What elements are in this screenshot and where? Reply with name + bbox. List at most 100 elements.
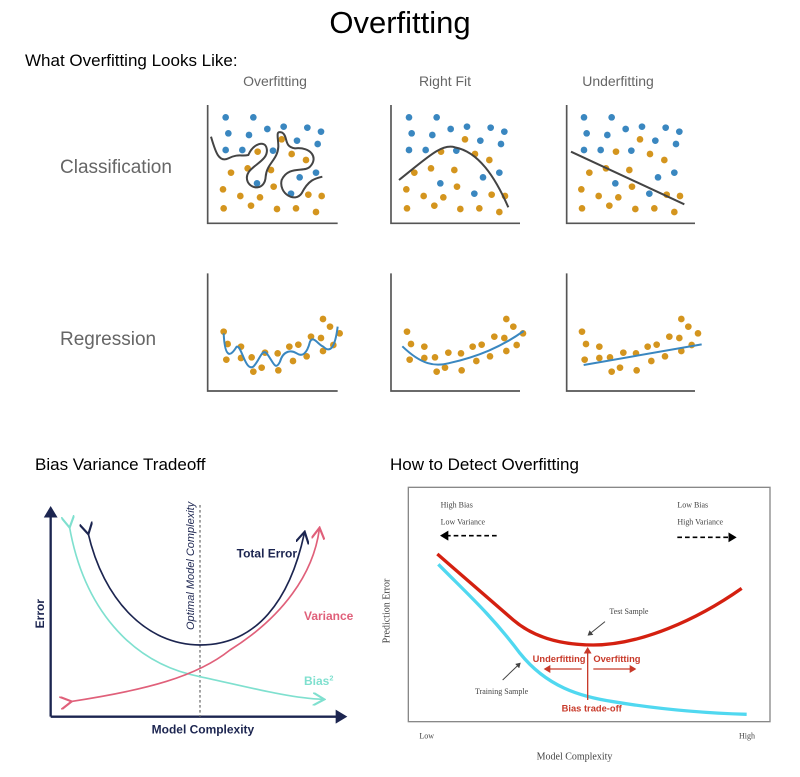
class-b-point (427, 164, 435, 172)
regression-point (486, 352, 494, 360)
regression-point (458, 366, 465, 374)
class-a-point (651, 137, 659, 144)
class-b-point (660, 156, 668, 164)
regression-point (647, 357, 655, 365)
classification-panels (206, 104, 695, 225)
class-b-point (614, 193, 622, 201)
regression-point (578, 328, 586, 335)
class-a-point (293, 137, 301, 144)
class-b-point (288, 150, 295, 158)
class-a-point (314, 140, 321, 148)
regression-point (490, 333, 498, 340)
regression-point (274, 366, 282, 374)
class-a-point (622, 125, 629, 133)
regression-point (478, 341, 485, 348)
regression-point (653, 341, 660, 348)
class-a-point (269, 147, 277, 154)
class-a-point (611, 179, 619, 187)
training-sample-pointer (502, 662, 521, 681)
class-a-point (222, 146, 229, 154)
test-sample-pointer (587, 621, 606, 636)
class-b-point (670, 208, 678, 216)
class-a-point (263, 125, 271, 133)
regression-point (616, 364, 624, 371)
looks-like-heading: What Overfitting Looks Like: (25, 51, 238, 70)
class-b-point (267, 166, 275, 174)
overfit-regression-curve (222, 326, 339, 369)
class-a-point (645, 190, 653, 197)
underfitting-label: Underfitting (533, 654, 586, 664)
regression-point (403, 328, 411, 335)
class-b-point (453, 183, 461, 190)
class-b-point (631, 205, 639, 213)
regression-point (431, 353, 439, 361)
class-a-point (249, 113, 257, 121)
class-a-point (583, 129, 590, 137)
regression-point (249, 368, 257, 375)
class-a-point (317, 128, 325, 135)
bias-variance-heading: Bias Variance Tradeoff (35, 455, 206, 474)
class-a-point (470, 190, 478, 197)
class-a-point (405, 146, 413, 154)
y-axis-label: Prediction Error (381, 578, 392, 643)
regression-point (303, 352, 310, 360)
class-b-point (236, 192, 244, 200)
regression-point (675, 334, 683, 342)
regression-panels (206, 273, 702, 392)
class-b-point (578, 204, 586, 212)
class-a-point (675, 128, 683, 135)
regression-point (224, 340, 231, 348)
bias-label: Bias2 (304, 673, 333, 688)
regression-point (595, 354, 603, 362)
class-a-point (253, 179, 261, 187)
regression-point (633, 366, 640, 374)
axes-overfitting (206, 104, 338, 225)
regression-point (248, 353, 255, 361)
regression-point (469, 343, 476, 350)
regression-point (407, 340, 415, 348)
class-b-point (402, 185, 410, 193)
axes-right-fit (390, 104, 520, 225)
regression-point (406, 356, 413, 363)
y-axis-label: Error (33, 599, 47, 629)
class-a-point (447, 125, 454, 133)
total-error-curve (88, 533, 304, 646)
class-a-point (422, 146, 429, 154)
regression-point (285, 343, 293, 350)
total-error-label: Total Error (237, 547, 298, 561)
variance-curve (70, 529, 319, 701)
class-a-point (580, 146, 588, 154)
column-label-right-fit: Right Fit (419, 73, 471, 89)
regression-point (665, 333, 673, 340)
column-label-underfitting: Underfitting (582, 73, 654, 89)
regression-point (513, 341, 520, 349)
class-b-point (646, 150, 654, 158)
overfitting-label: Overfitting (593, 654, 640, 664)
class-a-point (487, 124, 494, 131)
class-b-point (605, 202, 613, 209)
regression-point (581, 356, 588, 363)
axes-underfitting (565, 104, 695, 225)
class-a-point (479, 173, 487, 181)
class-b-point (247, 202, 255, 209)
class-a-point (296, 173, 303, 181)
class-b-point (304, 191, 312, 198)
axes-right-fit (390, 273, 520, 392)
detect-diagram: High Bias Low Variance Low Bias High Var… (381, 486, 771, 762)
regression-point (502, 347, 510, 355)
class-b-point (318, 192, 325, 200)
x-axis-label: Model Complexity (152, 722, 255, 736)
low-variance-label: Low Variance (441, 517, 486, 526)
regression-point (319, 347, 327, 355)
class-a-point (312, 169, 320, 176)
class-a-point (638, 123, 646, 130)
class-a-point (495, 169, 503, 176)
regression-point (595, 343, 603, 350)
page-title: Overfitting (329, 5, 470, 40)
class-a-point (597, 146, 604, 154)
regression-point (222, 356, 230, 363)
regression-point (258, 364, 265, 371)
regression-point (661, 352, 669, 360)
class-b-point (595, 192, 602, 200)
